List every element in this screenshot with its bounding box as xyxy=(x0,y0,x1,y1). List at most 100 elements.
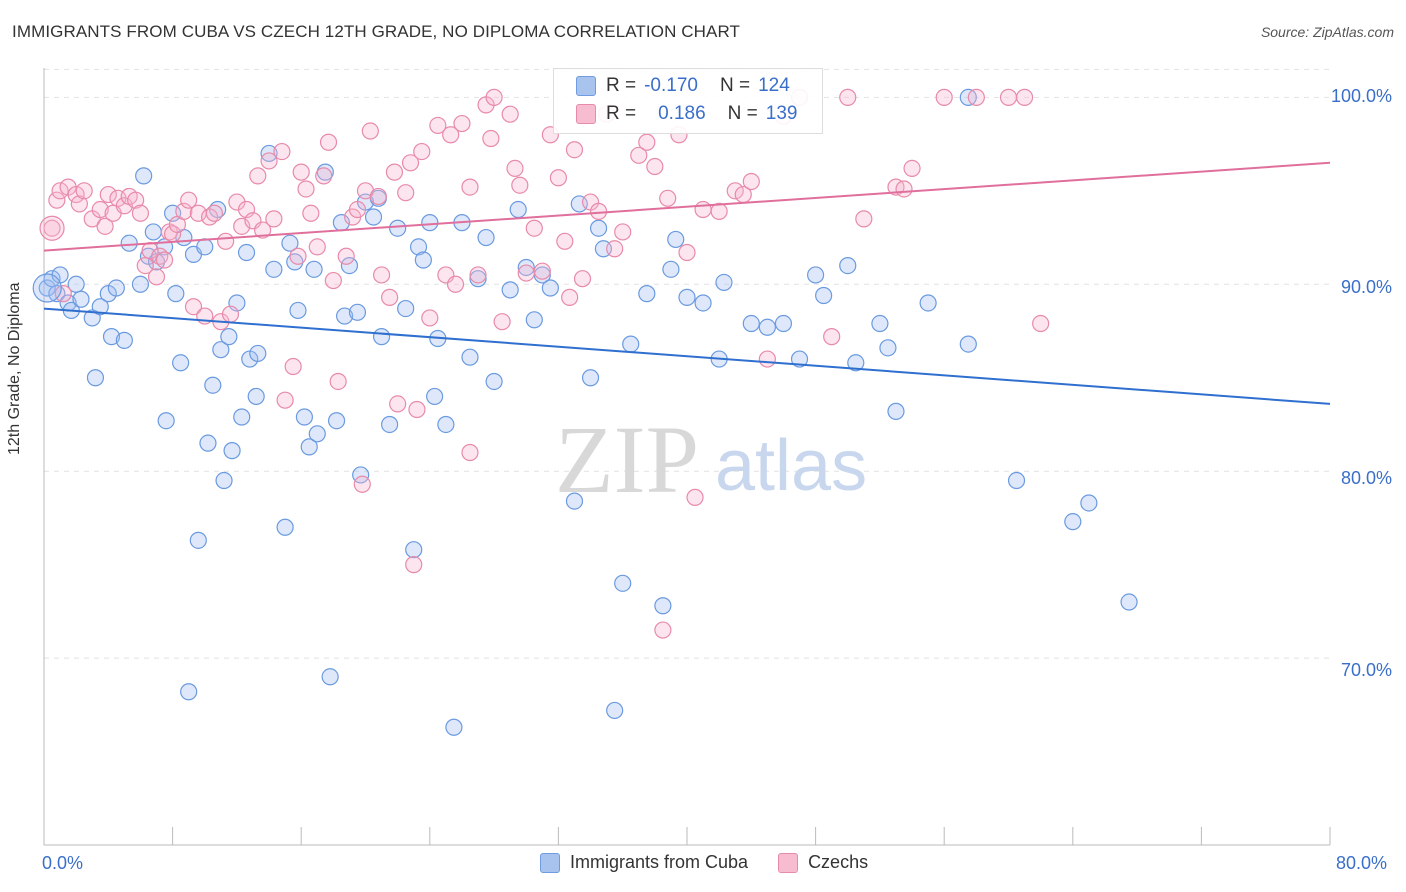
cuba-point xyxy=(364,208,383,226)
czechs-point xyxy=(91,200,109,219)
cuba-point xyxy=(662,260,680,278)
czechs-point xyxy=(823,328,841,346)
series-swatch-pink xyxy=(778,852,799,873)
cuba-point xyxy=(212,341,230,359)
czechs-point xyxy=(372,266,391,284)
cuba-point xyxy=(38,279,56,297)
cuba-point xyxy=(204,376,222,394)
cuba-point xyxy=(959,335,977,353)
czechs-point xyxy=(75,182,93,200)
legend-row-czechs: R = 0.186 N = 139 xyxy=(576,101,797,127)
cuba-point xyxy=(774,314,793,333)
czechs-point xyxy=(659,189,677,207)
series-legend-cuba[interactable]: Immigrants from Cuba xyxy=(540,852,748,873)
cuba-point xyxy=(409,238,428,256)
czechs-point xyxy=(517,264,535,282)
cuba-point xyxy=(180,683,198,701)
czechs-point xyxy=(289,247,307,265)
series-swatch-blue xyxy=(540,852,560,873)
cuba-point xyxy=(196,238,214,256)
czechs-point xyxy=(217,232,235,250)
cuba-point xyxy=(167,285,185,303)
series-legend-czechs[interactable]: Czechs xyxy=(778,852,868,873)
czechs-point xyxy=(302,204,320,222)
y-tick-80: 80.0% xyxy=(1340,468,1392,488)
legend-r-label: R = xyxy=(606,75,637,96)
cuba-point xyxy=(327,412,346,430)
cuba-point xyxy=(157,412,175,430)
cuba-point xyxy=(485,372,503,391)
series-name-cuba: Immigrants from Cuba xyxy=(570,852,749,872)
legend-n-value-czechs: 139 xyxy=(765,103,798,124)
cuba-point xyxy=(215,471,233,490)
cuba-point xyxy=(135,167,153,185)
cuba-point xyxy=(276,518,294,536)
czechs-point xyxy=(147,268,166,286)
legend-n-label: N = xyxy=(719,75,751,96)
czechs-point xyxy=(1015,88,1034,106)
czechs-point xyxy=(180,191,198,209)
cuba-point xyxy=(461,348,479,366)
czechs-point xyxy=(155,251,174,269)
cuba-point xyxy=(509,200,527,219)
cuba-point xyxy=(340,256,359,275)
czechs-point xyxy=(43,219,61,237)
grid-lines xyxy=(44,68,1330,659)
czechs-point xyxy=(895,180,913,198)
czechs-point xyxy=(401,154,420,172)
cuba-point xyxy=(381,415,399,434)
czechs-point xyxy=(361,122,379,140)
x-tick-min: 0.0% xyxy=(42,853,84,873)
cuba-point xyxy=(790,350,809,368)
czechs-point xyxy=(67,185,85,204)
cuba-point xyxy=(638,285,656,303)
cuba-point xyxy=(678,288,696,306)
czechs-point xyxy=(511,176,529,194)
czechs-point xyxy=(260,152,278,170)
cuba-point xyxy=(815,286,833,305)
czechs-point xyxy=(556,232,574,250)
czechs-point xyxy=(482,129,500,148)
czechs-point xyxy=(389,395,407,413)
watermark-atlas: atlas xyxy=(715,426,867,506)
czechs-point xyxy=(606,240,624,258)
correlation-legend: R = -0.170 N = 124 R = 0.186 N = 139 xyxy=(553,68,823,134)
y-tick-100: 100.0% xyxy=(1330,86,1392,106)
czechs-point xyxy=(99,185,117,204)
cuba-point xyxy=(397,299,415,318)
cuba-point xyxy=(758,318,776,336)
czechs-point xyxy=(726,182,744,200)
cuba-point xyxy=(405,541,423,559)
cuba-point xyxy=(321,668,339,686)
cuba-point xyxy=(281,234,299,252)
cuba-point xyxy=(144,223,162,241)
czechs-point xyxy=(442,126,460,144)
cuba-point xyxy=(806,266,825,284)
czechs-point xyxy=(308,238,326,256)
legend-n-label: N = xyxy=(727,103,758,124)
czechs-point xyxy=(506,159,524,178)
czechs-point xyxy=(999,88,1018,106)
czechs-point xyxy=(319,133,338,151)
czechs-point xyxy=(935,88,953,106)
czechs-point xyxy=(630,146,648,164)
cuba-point xyxy=(233,408,251,426)
cuba-point xyxy=(131,275,150,293)
czechs-point xyxy=(96,217,114,235)
cuba-point xyxy=(220,328,238,346)
czechs-point xyxy=(385,163,404,181)
y-tick-70: 70.0% xyxy=(1340,660,1392,680)
cuba-point xyxy=(115,331,133,349)
czechs-point xyxy=(348,200,367,219)
cuba-point xyxy=(525,311,543,329)
czechs-point xyxy=(855,210,873,228)
legend-swatch-blue xyxy=(576,76,596,96)
czechs-point xyxy=(549,169,568,187)
cuba-point xyxy=(879,339,897,357)
legend-r-value-cuba: -0.170 xyxy=(644,75,698,96)
cuba-point xyxy=(445,718,463,736)
points-layer xyxy=(32,88,1138,736)
czechs-point xyxy=(397,184,415,202)
czechs-point xyxy=(561,288,579,306)
